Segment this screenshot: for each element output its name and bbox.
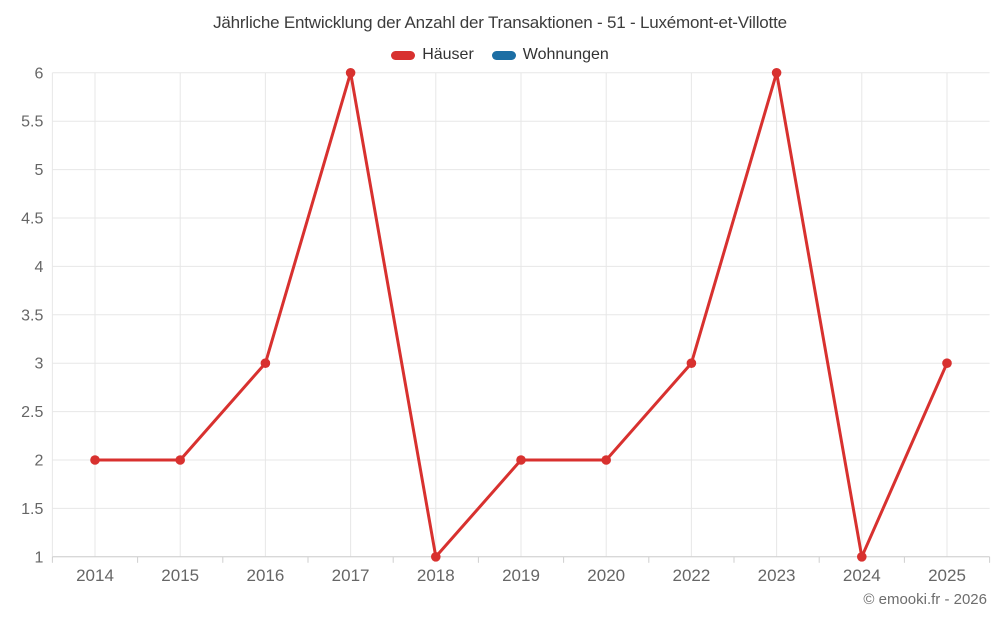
x-axis-label: 2024 [843, 566, 881, 585]
data-point[interactable] [516, 455, 526, 465]
y-axis-label: 1.5 [21, 501, 43, 518]
data-point[interactable] [260, 358, 271, 369]
legend: Häuser Wohnungen [0, 46, 1000, 64]
data-point[interactable] [771, 68, 782, 78]
y-axis-label: 3 [34, 356, 43, 373]
y-axis-label: 2 [34, 453, 43, 470]
legend-item-häuser[interactable]: Häuser [391, 46, 474, 64]
x-axis-label: 2022 [672, 566, 710, 585]
x-axis-label: 2015 [161, 566, 199, 585]
data-point[interactable] [175, 455, 185, 465]
y-axis-label: 2.5 [21, 404, 43, 421]
y-axis-label: 6 [34, 65, 43, 82]
y-axis-label: 5 [34, 162, 43, 179]
legend-item-label: Häuser [422, 46, 474, 63]
y-axis-label: 5.5 [21, 114, 43, 131]
x-axis-label: 2023 [758, 566, 796, 585]
legend-swatch-icon [491, 50, 516, 60]
data-point[interactable] [686, 358, 697, 369]
chart-title: Jährliche Entwicklung der Anzahl der Tra… [213, 13, 787, 32]
x-axis-label: 2020 [587, 566, 625, 585]
data-point[interactable] [942, 358, 952, 369]
legend-item-label: Wohnungen [522, 46, 609, 63]
x-axis-label: 2014 [76, 566, 114, 585]
legend-swatch-icon [391, 50, 416, 60]
y-axis-label: 1 [34, 549, 43, 566]
data-point[interactable] [857, 552, 867, 562]
credit-link[interactable]: © emooki.fr - 2026 [863, 591, 987, 608]
data-point[interactable] [431, 552, 441, 562]
data-point[interactable] [90, 455, 100, 465]
legend-item-wohnungen[interactable]: Wohnungen [491, 46, 609, 64]
x-axis-label: 2018 [417, 566, 455, 585]
x-axis-label: 2025 [928, 566, 966, 585]
data-point[interactable] [601, 455, 611, 465]
x-axis-label: 2017 [332, 566, 370, 585]
y-axis-label: 3.5 [21, 307, 43, 324]
x-axis-label: 2019 [502, 566, 540, 585]
y-axis-label: 4.5 [21, 211, 43, 228]
x-axis-label: 2016 [246, 566, 284, 585]
y-axis-label: 4 [34, 259, 43, 276]
data-point[interactable] [345, 68, 356, 78]
